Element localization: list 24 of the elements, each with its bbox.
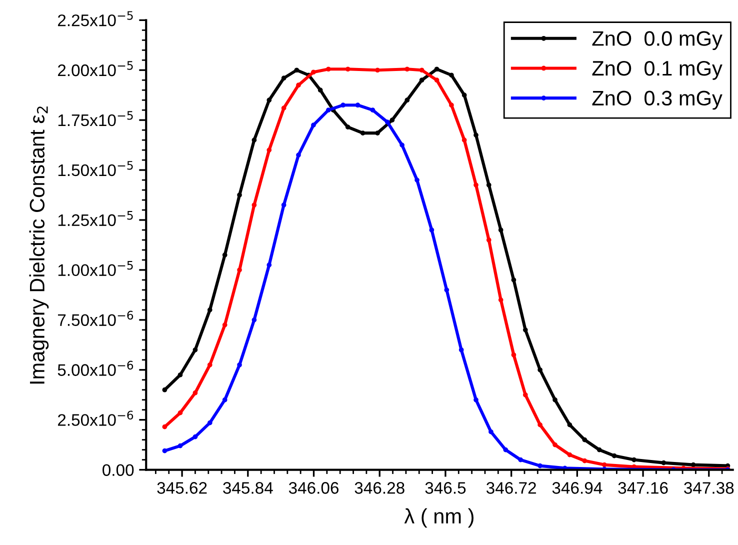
y-tick-label: 2.00x10$^{−5}$ <box>58 61 133 76</box>
x-axis-title: λ ( nm ) <box>404 508 474 528</box>
x-tick-label: 346.94 <box>552 482 602 494</box>
x-tick-label: 347.38 <box>684 482 734 494</box>
y-tick-label: 2.25x10$^{−5}$ <box>58 11 133 26</box>
legend-label: ZnO 0.1 mGy <box>592 60 722 80</box>
x-tick-label: 346.5 <box>425 482 466 494</box>
x-tick-label: 346.06 <box>288 482 339 494</box>
legend-label: ZnO 0.3 mGy <box>592 90 722 110</box>
x-tick-label: 345.62 <box>157 482 207 494</box>
y-tick-label: 7.50x10$^{−6}$ <box>58 310 134 326</box>
legend-label: ZnO 0.0 mGy <box>592 31 722 50</box>
y-tick-label: 1.25x10$^{−5}$ <box>58 211 133 226</box>
y-axis-title: Imagnery Dielctric Constant ε$_{2}$ <box>29 106 49 384</box>
y-tick-label: 1.00x10$^{−5}$ <box>58 260 133 276</box>
y-tick-label: 1.50x10$^{−5}$ <box>58 161 133 176</box>
x-tick-label: 346.72 <box>486 482 536 494</box>
x-tick-label: 346.28 <box>354 482 404 494</box>
x-tick-label: 345.84 <box>223 482 273 494</box>
x-tick-label: 347.16 <box>618 482 668 494</box>
y-tick-label: 5.00x10$^{−6}$ <box>58 360 134 376</box>
y-tick-label: 0.00 <box>102 464 134 476</box>
y-tick-label: 2.50x10$^{−6}$ <box>58 410 134 426</box>
y-tick-label: 1.75x10$^{−5}$ <box>58 111 133 126</box>
